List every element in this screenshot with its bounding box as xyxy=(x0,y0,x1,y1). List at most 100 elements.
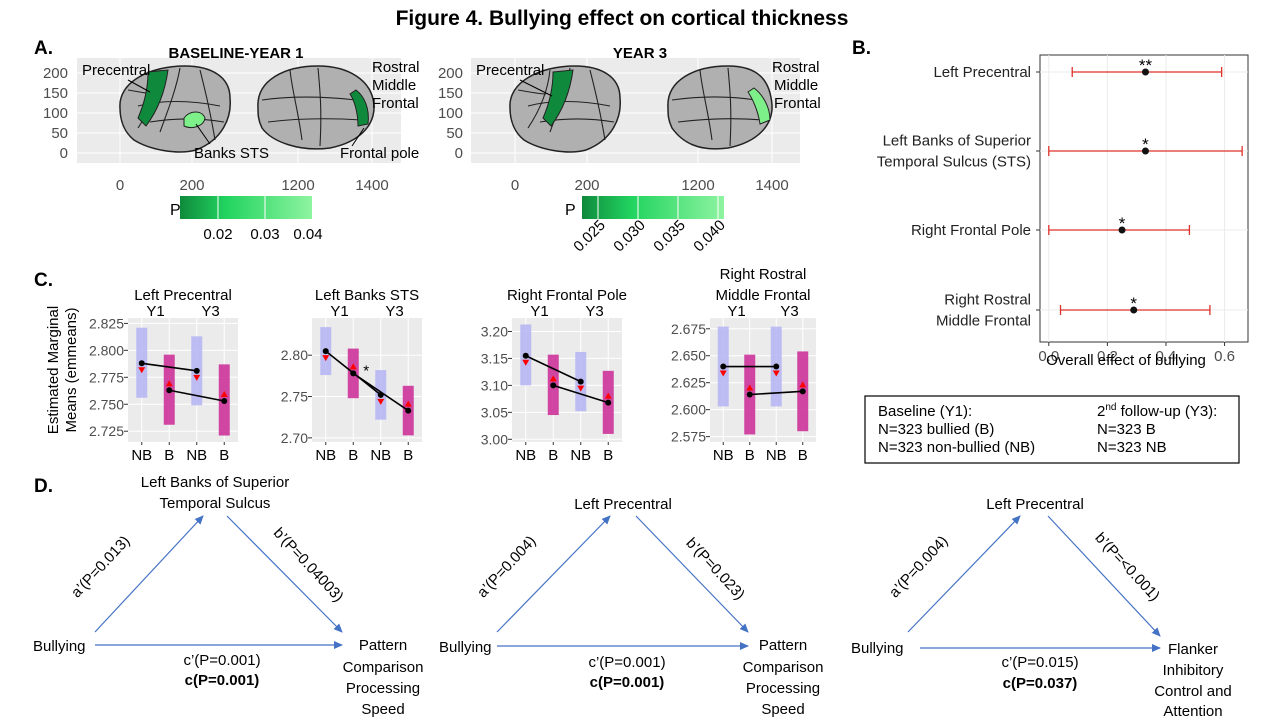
y-tick-label: 3.20 xyxy=(481,323,508,339)
legend-tick: 0.040 xyxy=(690,217,729,256)
x-category-label: B xyxy=(348,447,358,464)
x-tick-label: 0.0 xyxy=(1038,348,1059,365)
y-axis-title-line: Estimated Marginal xyxy=(45,306,62,434)
mediator-label: Temporal Sulcus xyxy=(160,495,271,512)
x-category-label: NB xyxy=(766,447,787,464)
year-label: Y3 xyxy=(585,303,603,320)
brain-lateral xyxy=(509,65,621,153)
box-text: N=323 B xyxy=(1097,421,1156,438)
outcome-label: Processing xyxy=(746,680,820,697)
x-tick-label: 1200 xyxy=(281,177,314,194)
direction-arrow xyxy=(322,355,330,362)
region-label-precentral: Precentral xyxy=(82,62,150,79)
y-tick-label: 2.70 xyxy=(281,430,308,446)
region-label-frontal-pole: Frontal pole xyxy=(340,145,419,162)
mean-point xyxy=(746,391,753,398)
a-path-arrow xyxy=(94,515,204,633)
direction-arrow xyxy=(220,391,228,398)
figure-title: Figure 4. Bullying effect on cortical th… xyxy=(396,7,849,30)
predictor-label: Bullying xyxy=(439,639,492,656)
y-tick-label: 2.575 xyxy=(671,429,706,445)
y-tick-label: 100 xyxy=(438,105,463,122)
y-tick-label: 50 xyxy=(51,125,68,142)
p-value-legend: P 0.025 0.030 0.035 0.040 xyxy=(565,196,729,255)
mean-point xyxy=(138,360,145,367)
panel-d-label: D. xyxy=(34,476,53,497)
mean-point xyxy=(799,388,806,395)
x-category-label: B xyxy=(603,447,613,464)
y-tick-label: 2.825 xyxy=(89,315,124,331)
x-category-label: NB xyxy=(370,447,391,464)
direction-arrow xyxy=(577,385,585,392)
y-tick-label: 0 xyxy=(60,145,68,162)
legend-gradient xyxy=(582,196,724,219)
brain-medial xyxy=(667,65,773,150)
brain-map-year3: YEAR 3 200 150 100 50 0 0 200 1200 1400 xyxy=(438,45,821,255)
direction-arrow xyxy=(772,370,780,377)
y-tick-label: 2.625 xyxy=(671,375,706,391)
y-tick-label: 2.650 xyxy=(671,348,706,364)
region-label-precentral: Precentral xyxy=(476,62,544,79)
box-text: Baseline (Y1): xyxy=(878,403,972,420)
p-value-legend: P 0.02 0.03 0.04 xyxy=(170,196,323,243)
x-category-label: NB xyxy=(315,447,336,464)
box-text: N=323 non-bullied (NB) xyxy=(878,439,1035,456)
panel-a-label: A. xyxy=(34,38,53,59)
mean-point xyxy=(405,407,412,414)
mean-point xyxy=(350,370,357,377)
y-tick-label: 2.75 xyxy=(281,389,308,405)
c-total-label: c(P=0.001) xyxy=(590,674,665,691)
forest-frame xyxy=(1039,54,1249,343)
x-category-label: NB xyxy=(515,447,536,464)
mean-point xyxy=(322,348,329,355)
brain-lateral xyxy=(119,65,231,153)
chart-title: Right Rostral xyxy=(720,266,807,283)
panel-c-ylabel: Estimated Marginal Means (emmeans) xyxy=(45,306,80,434)
y-tick-label: 2.80 xyxy=(281,347,308,363)
chart-title: Right Frontal Pole xyxy=(507,287,627,304)
mean-point xyxy=(550,382,557,389)
y-tick-label: 0 xyxy=(455,145,463,162)
direction-arrow xyxy=(193,374,201,381)
legend-title: P xyxy=(170,202,181,219)
region-label-frontal: Frontal xyxy=(774,95,821,112)
x-tick-label: 0.6 xyxy=(1214,348,1235,365)
b-path-label: b’(P=0.023) xyxy=(682,535,748,604)
mean-point xyxy=(377,391,384,398)
y-tick-label: 3.00 xyxy=(481,431,508,447)
direction-arrow xyxy=(799,381,807,388)
x-category-label: NB xyxy=(186,447,207,464)
x-tick-label: 0 xyxy=(511,177,519,194)
significance-annotation: * xyxy=(363,362,369,379)
outcome-label: Control and xyxy=(1154,683,1232,700)
x-tick-label: 200 xyxy=(179,177,204,194)
box-text-followup: 2nd follow-up (Y3): xyxy=(1097,402,1217,420)
direction-arrow xyxy=(522,359,530,366)
estimate-point xyxy=(1141,68,1149,76)
mean-point xyxy=(193,367,200,374)
row-label: Left Precentral xyxy=(933,64,1031,81)
c-prime-label: c’(P=0.001) xyxy=(183,652,260,669)
mediator-label: Left Precentral xyxy=(986,496,1084,513)
direction-arrow xyxy=(165,380,173,387)
panel-b-label: B. xyxy=(852,38,871,59)
b-path-arrow xyxy=(635,515,749,633)
row-label: Right Frontal Pole xyxy=(911,222,1031,239)
outcome-label: Inhibitory xyxy=(1163,662,1224,679)
x-axis-title: Overall effect of bullying xyxy=(1046,352,1206,369)
mean-point xyxy=(605,399,612,406)
mean-point xyxy=(720,363,727,370)
a-path-arrow xyxy=(907,515,1021,633)
y-axis-title-line: Means (emmeans) xyxy=(63,307,80,432)
estimate-point xyxy=(1130,306,1138,314)
b-path-arrow xyxy=(226,515,343,633)
y-tick-label: 3.05 xyxy=(481,404,508,420)
box-text: N=323 NB xyxy=(1097,439,1167,456)
legend-tick: 0.04 xyxy=(293,226,322,243)
mean-point xyxy=(221,398,228,405)
emmeans-chart-1: 2.725 2.750 2.775 2.800 2.825 NB B NB B Y1 Y3Left … xyxy=(89,287,238,464)
region-label-middle: Middle xyxy=(774,77,818,94)
a-path-label: a’(P=0.004) xyxy=(474,533,540,602)
b-path-label: b’(P=0.04003) xyxy=(270,525,347,606)
y-tick-label: 2.725 xyxy=(89,423,124,439)
